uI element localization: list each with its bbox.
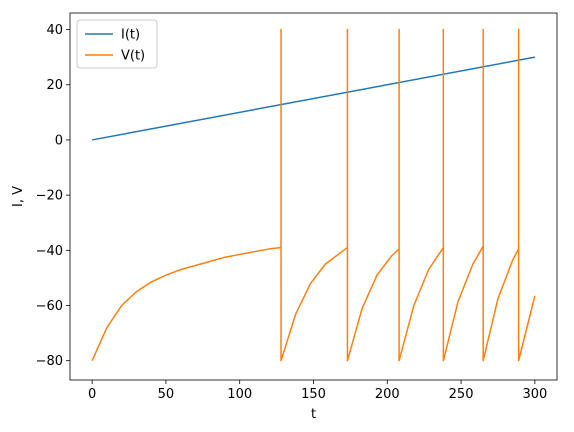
series-lines xyxy=(91,28,536,362)
x-tick-label: 200 xyxy=(375,387,400,402)
series-line-current xyxy=(92,56,535,141)
y-tick-label: −60 xyxy=(36,299,63,314)
series-line-voltage xyxy=(91,28,536,362)
x-tick-label: 50 xyxy=(158,387,175,402)
y-axis-label: I, V xyxy=(11,186,26,207)
x-axis-ticks: 0 50 100 150 200 250 300 xyxy=(88,380,547,402)
x-tick-label: 300 xyxy=(522,387,547,402)
y-tick-label: −20 xyxy=(36,189,63,204)
y-axis-ticks: −80 −60 −40 −20 0 20 40 xyxy=(36,23,70,369)
legend-box xyxy=(76,19,158,69)
legend-label: I(t) xyxy=(121,28,140,43)
y-tick-label: 0 xyxy=(55,133,63,148)
x-tick-label: 150 xyxy=(301,387,326,402)
x-tick-label: 250 xyxy=(449,387,474,402)
x-tick-label: 0 xyxy=(88,387,96,402)
y-tick-label: 40 xyxy=(46,23,63,38)
legend-label: V(t) xyxy=(121,49,145,64)
y-tick-label: −80 xyxy=(36,354,63,369)
x-tick-label: 100 xyxy=(227,387,252,402)
y-tick-label: 20 xyxy=(46,78,63,93)
x-axis-label: t xyxy=(311,407,316,422)
legend: I(t) V(t) xyxy=(76,19,158,69)
y-tick-label: −40 xyxy=(36,244,63,259)
